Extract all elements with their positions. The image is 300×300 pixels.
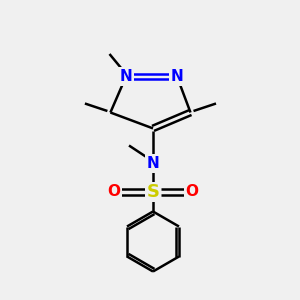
- Text: O: O: [185, 184, 199, 200]
- Text: S: S: [146, 183, 160, 201]
- Text: N: N: [147, 156, 159, 171]
- Text: N: N: [171, 69, 183, 84]
- Text: N: N: [120, 69, 132, 84]
- Text: O: O: [107, 184, 121, 200]
